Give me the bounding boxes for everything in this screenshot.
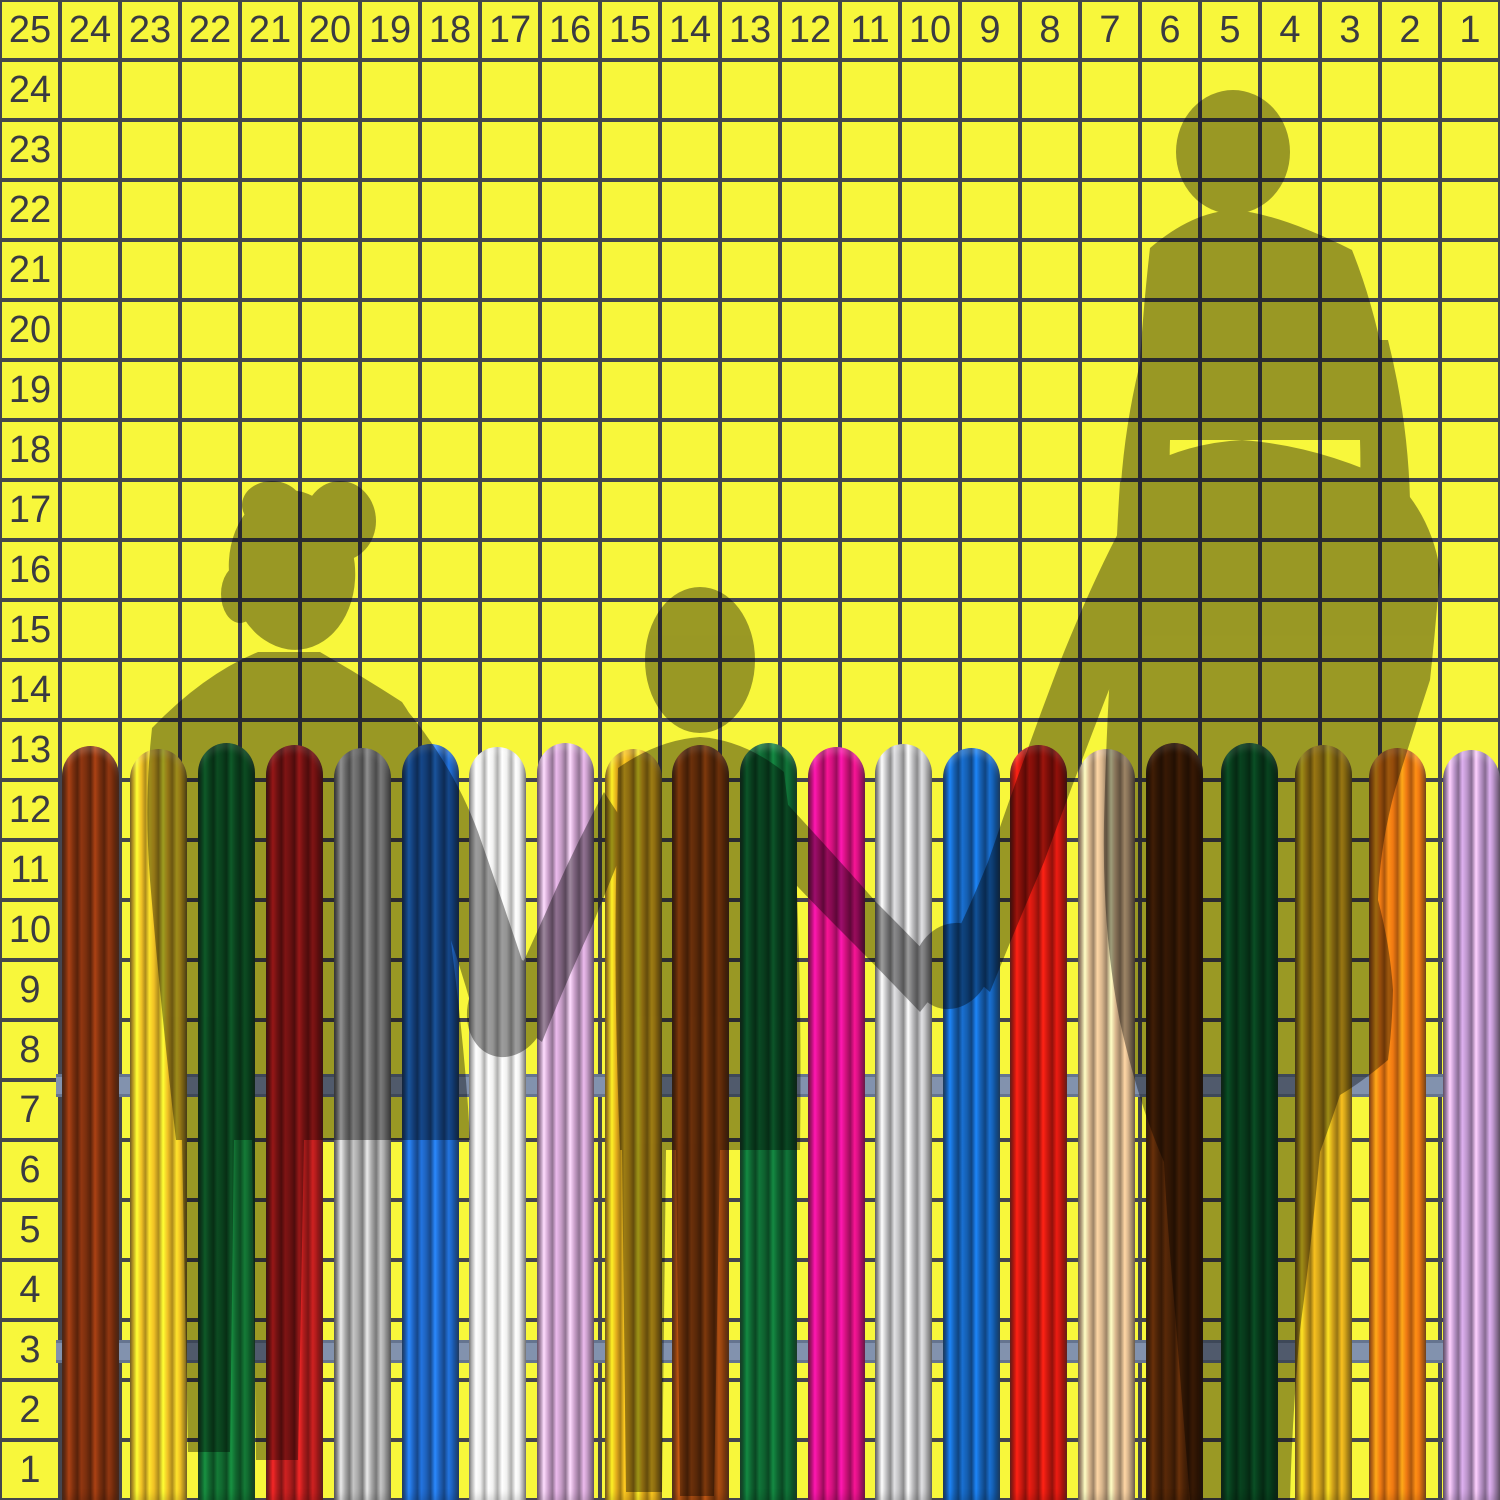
fence-picket-dark-gold [1295,745,1352,1500]
fence-picket-red [1010,745,1067,1500]
column-header-cell: 15 [608,9,652,51]
row-header-cell: 20 [8,309,52,351]
fence-picket-tan [1078,749,1135,1500]
column-header-cell: 11 [850,9,890,51]
fence-picket-light-silver [875,744,932,1500]
column-header-cell: 8 [1039,9,1061,51]
column-header-cell: 19 [368,9,412,51]
row-header-cell: 14 [8,669,52,711]
column-header-cell: 16 [548,9,592,51]
row-header-cell: 16 [8,549,52,591]
row-header-cell: 10 [8,909,52,951]
column-header-cell: 21 [248,9,292,51]
column-header-cell: 22 [188,9,232,51]
fence-picket-silver-gray [334,748,391,1500]
column-header-cell: 23 [128,9,172,51]
column-header-cell: 13 [728,9,772,51]
fence-picket-blue-2 [943,748,1000,1500]
row-header-cell: 1 [19,1449,41,1491]
row-header-cell: 2 [19,1389,41,1431]
row-header-cell: 13 [8,729,52,771]
column-header-cell: 6 [1159,9,1181,51]
row-header-cell: 5 [19,1209,41,1251]
column-header-cell: 4 [1279,9,1301,51]
row-header-cell: 22 [8,189,52,231]
fence-picket-dark-red [266,745,323,1500]
fence-picket-dark-green-2 [740,743,797,1500]
row-header-cell: 23 [8,129,52,171]
column-header-cell: 12 [788,9,832,51]
fence-picket-lilac-pink [537,743,594,1500]
fence-picket-rust-brown [672,745,729,1500]
fence-picket-dark-green [198,743,255,1500]
column-header-cell: 24 [68,9,112,51]
column-header-cell: 1 [1459,9,1481,51]
column-header-cell: 5 [1219,9,1241,51]
column-header-cell: 18 [428,9,472,51]
row-header-cell: 9 [19,969,41,1011]
column-header-cell: 10 [908,9,952,51]
row-header-cell: 7 [19,1089,41,1131]
fence-picket-white [469,747,526,1500]
fence-picket-blue [402,744,459,1500]
fence-picket-dark-green-3 [1221,743,1278,1500]
row-header-cell: 11 [10,849,50,891]
row-header-cell: 18 [8,429,52,471]
column-header-cell: 20 [308,9,352,51]
column-header-cell: 25 [8,9,52,51]
fence-picket-lilac [1443,750,1500,1500]
column-header-cell: 14 [668,9,712,51]
row-header-cell: 12 [8,789,52,831]
row-header-cell: 4 [19,1269,41,1311]
fence-picket-gold [605,749,662,1500]
row-header-cell: 21 [8,249,52,291]
fence-picket-golden-yellow [130,749,187,1500]
row-header-cell: 8 [19,1029,41,1071]
row-header-cell: 17 [8,489,52,531]
fence-picket-magenta [808,747,865,1500]
row-header-cell: 3 [19,1329,41,1371]
column-header-cell: 3 [1339,9,1361,51]
fence-picket-dark-red-brown [62,746,119,1500]
fence-picket-orange [1369,748,1426,1500]
row-header-cell: 6 [19,1149,41,1191]
column-header-cell: 9 [979,9,1001,51]
row-header-cell: 24 [8,69,52,111]
column-header-cell: 17 [488,9,532,51]
row-header-cell: 19 [8,369,52,411]
row-header-cell: 15 [8,609,52,651]
column-header-cell: 7 [1099,9,1121,51]
fence-picket-dark-brown [1146,743,1203,1500]
column-header-cell: 2 [1399,9,1421,51]
